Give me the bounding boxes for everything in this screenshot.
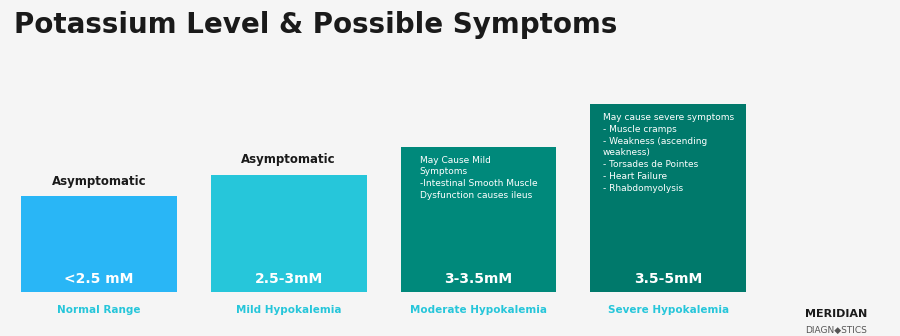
- Text: 3.5-5mM: 3.5-5mM: [634, 272, 702, 286]
- Text: Moderate Hypokalemia: Moderate Hypokalemia: [410, 305, 547, 315]
- Text: 3-3.5mM: 3-3.5mM: [445, 272, 512, 286]
- Text: Potassium Level & Possible Symptoms: Potassium Level & Possible Symptoms: [14, 10, 617, 39]
- FancyBboxPatch shape: [400, 147, 556, 292]
- Text: Severe Hypokalemia: Severe Hypokalemia: [608, 305, 729, 315]
- Text: Normal Range: Normal Range: [58, 305, 140, 315]
- FancyBboxPatch shape: [590, 104, 746, 292]
- FancyBboxPatch shape: [22, 196, 176, 292]
- Text: May Cause Mild
Symptoms
-Intestinal Smooth Muscle
Dysfunction causes ileus: May Cause Mild Symptoms -Intestinal Smoo…: [419, 156, 537, 200]
- Text: <2.5 mM: <2.5 mM: [64, 272, 134, 286]
- Text: May cause severe symptoms
- Muscle cramps
- Weakness (ascending
weakness)
- Tors: May cause severe symptoms - Muscle cramp…: [603, 113, 733, 193]
- Text: Asymptomatic: Asymptomatic: [241, 153, 336, 166]
- Text: Asymptomatic: Asymptomatic: [51, 175, 147, 187]
- Text: MERIDIAN: MERIDIAN: [806, 309, 868, 319]
- Text: DIAGN◆STICS: DIAGN◆STICS: [806, 326, 868, 335]
- FancyBboxPatch shape: [211, 175, 366, 292]
- Text: 2.5-3mM: 2.5-3mM: [255, 272, 323, 286]
- Text: Mild Hypokalemia: Mild Hypokalemia: [236, 305, 341, 315]
